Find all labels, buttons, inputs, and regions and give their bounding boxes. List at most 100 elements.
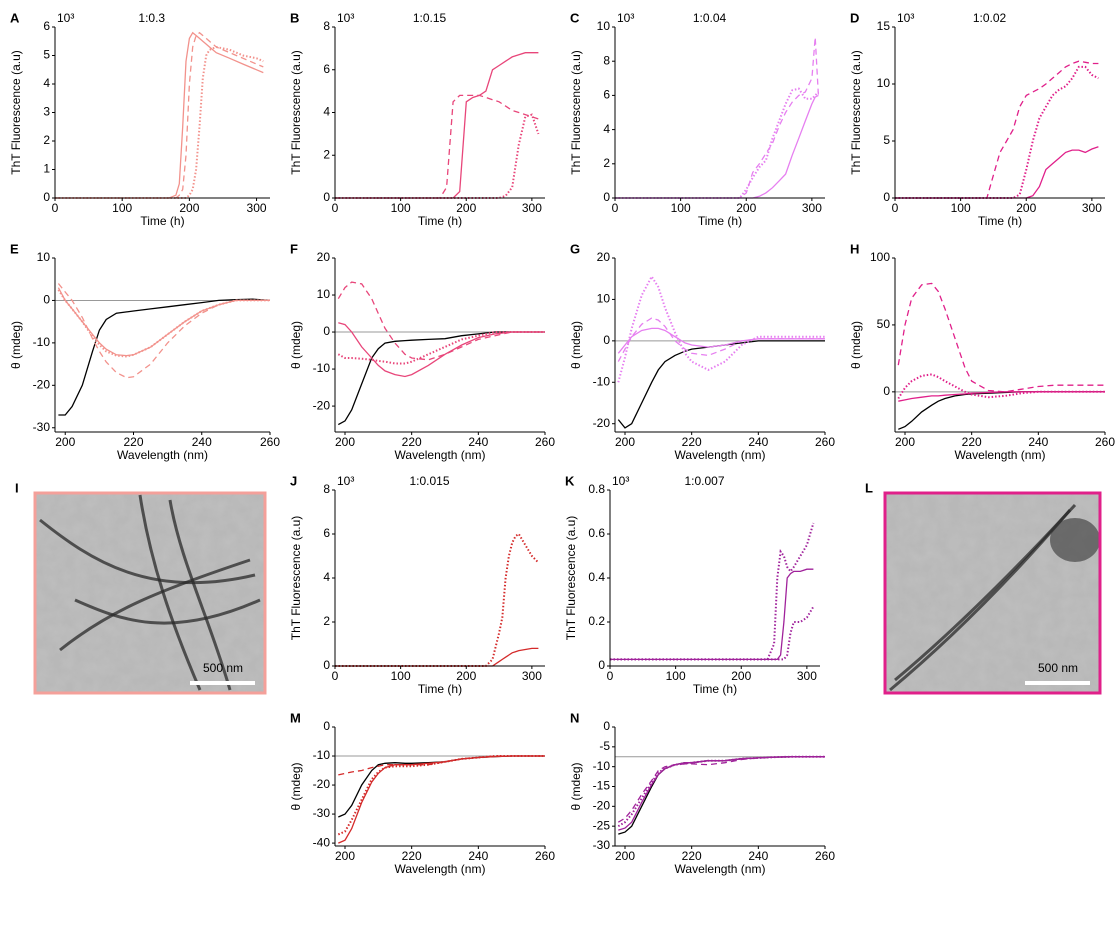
y-tick-label: 4 (603, 122, 610, 136)
x-axis-label: Wavelength (nm) (395, 862, 486, 876)
panel-label: H (850, 241, 859, 256)
y-tick-label: 6 (323, 62, 330, 76)
panel-title: 1:0.02 (973, 11, 1007, 25)
x-tick-label: 260 (535, 849, 555, 863)
x-tick-label: 220 (402, 849, 422, 863)
y-tick-label: 50 (877, 317, 891, 331)
x-tick-label: 200 (335, 849, 355, 863)
data-line (335, 648, 538, 666)
x-tick-label: 0 (332, 201, 339, 215)
data-line (895, 61, 1098, 198)
y-tick-label: -10 (313, 748, 331, 762)
y-scale-label: 10³ (337, 11, 354, 25)
y-tick-label: 10 (597, 292, 611, 306)
data-line (338, 332, 545, 425)
x-tick-label: 260 (815, 435, 835, 449)
y-axis-label: ThT Fluorescence (a.u) (289, 50, 303, 175)
panel-label: D (850, 10, 859, 25)
y-tick-label: 0 (43, 190, 50, 204)
data-line (338, 282, 545, 360)
panel-label: N (570, 710, 579, 725)
y-axis-label: ThT Fluorescence (a.u) (289, 516, 303, 641)
y-axis-label: θ (mdeg) (289, 321, 303, 369)
y-tick-label: -10 (593, 374, 611, 388)
data-line (335, 53, 538, 198)
y-tick-label: 0.2 (588, 614, 605, 628)
panel-title: 1:0.007 (684, 474, 724, 488)
y-tick-label: -15 (593, 779, 611, 793)
y-tick-label: -20 (593, 799, 611, 813)
y-axis-label: θ (mdeg) (569, 762, 583, 810)
data-line (610, 569, 813, 659)
x-axis-label: Wavelength (nm) (955, 448, 1046, 462)
y-tick-label: 0 (323, 190, 330, 204)
x-tick-label: 240 (468, 849, 488, 863)
data-line (338, 756, 545, 843)
data-line (55, 33, 263, 198)
x-tick-label: 0 (892, 201, 899, 215)
y-tick-label: 0.6 (588, 526, 605, 540)
panel-label: M (290, 710, 301, 725)
x-tick-label: 200 (895, 435, 915, 449)
x-axis-label: Wavelength (nm) (395, 448, 486, 462)
y-tick-label: 0 (323, 719, 330, 733)
x-tick-label: 200 (731, 669, 751, 683)
y-tick-label: 2 (603, 156, 610, 170)
panel-label: G (570, 241, 580, 256)
y-tick-label: 0 (43, 293, 50, 307)
x-tick-label: 300 (247, 201, 267, 215)
data-line (55, 47, 263, 198)
y-tick-label: 0 (603, 333, 610, 347)
y-scale-label: 10³ (57, 11, 74, 25)
x-tick-label: 260 (260, 435, 280, 449)
x-tick-label: 240 (748, 435, 768, 449)
y-tick-label: 0 (603, 719, 610, 733)
x-tick-label: 200 (615, 435, 635, 449)
panel-label: C (570, 10, 580, 25)
y-tick-label: 1 (43, 162, 50, 176)
y-axis-label: θ (mdeg) (9, 321, 23, 369)
x-tick-label: 100 (391, 669, 411, 683)
panel-label: J (290, 473, 297, 488)
x-tick-label: 240 (468, 435, 488, 449)
data-line (335, 534, 538, 666)
y-tick-label: 0.8 (588, 482, 605, 496)
y-tick-label: 20 (317, 250, 331, 264)
y-tick-label: -20 (313, 777, 331, 791)
x-axis-label: Time (h) (693, 682, 737, 696)
panel-label: E (10, 241, 19, 256)
y-axis-label: ThT Fluorescence (a.u) (9, 50, 23, 175)
y-tick-label: 2 (323, 147, 330, 161)
data-line (618, 757, 825, 834)
x-axis-label: Wavelength (nm) (117, 448, 208, 462)
y-tick-label: -10 (313, 361, 331, 375)
data-line (335, 115, 538, 198)
y-tick-label: 0 (598, 658, 605, 672)
y-tick-label: 10 (597, 19, 611, 33)
y-tick-label: 0 (883, 384, 890, 398)
y-tick-label: 8 (603, 53, 610, 67)
y-tick-label: 8 (323, 482, 330, 496)
y-scale-label: 10³ (612, 474, 629, 488)
x-tick-label: 240 (192, 435, 212, 449)
x-tick-label: 0 (52, 201, 59, 215)
data-line (898, 374, 1105, 398)
data-line (338, 323, 545, 377)
y-tick-label: 8 (323, 19, 330, 33)
data-line (895, 147, 1098, 198)
x-tick-label: 100 (666, 669, 686, 683)
x-tick-label: 260 (815, 849, 835, 863)
x-tick-label: 220 (962, 435, 982, 449)
y-tick-label: 20 (597, 250, 611, 264)
y-tick-label: 10 (877, 76, 891, 90)
x-tick-label: 260 (535, 435, 555, 449)
y-tick-label: 0 (323, 658, 330, 672)
x-tick-label: 200 (615, 849, 635, 863)
y-tick-label: 3 (43, 105, 50, 119)
data-line (618, 341, 825, 428)
x-tick-label: 200 (456, 669, 476, 683)
data-line (335, 95, 538, 198)
x-tick-label: 220 (402, 435, 422, 449)
scale-bar (190, 681, 255, 685)
y-tick-label: -10 (33, 335, 51, 349)
